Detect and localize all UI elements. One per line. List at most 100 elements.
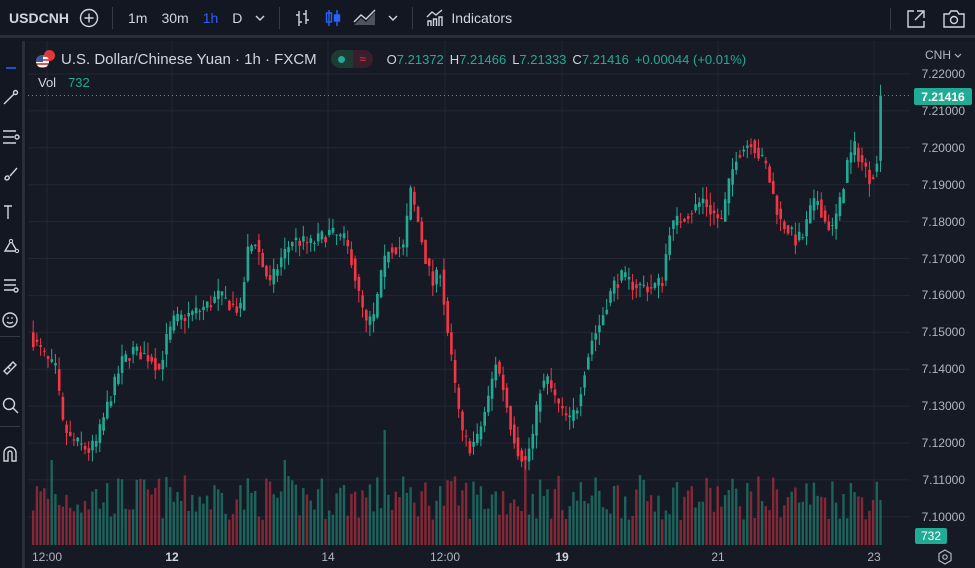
close-label: C bbox=[572, 51, 582, 67]
us-cn-flag-icon bbox=[36, 50, 56, 68]
divider bbox=[0, 336, 20, 337]
chart-type-dropdown[interactable] bbox=[382, 3, 404, 33]
open-external-icon bbox=[907, 10, 925, 28]
divider bbox=[890, 8, 891, 30]
brush-tool[interactable] bbox=[0, 163, 22, 185]
crosshair-icon bbox=[6, 67, 16, 69]
pattern-icon bbox=[3, 238, 20, 254]
price-tick-label: 7.10000 bbox=[921, 509, 965, 524]
plus-circle-icon bbox=[79, 8, 99, 27]
emoji-icon bbox=[2, 312, 18, 328]
trend-line-tool[interactable] bbox=[0, 86, 22, 108]
time-tick-label: 21 bbox=[711, 550, 725, 564]
time-tick-label: 14 bbox=[321, 550, 335, 564]
ohlc-values: O7.21372 H7.21466 L7.21333 C7.21416 +0.0… bbox=[387, 52, 746, 67]
bars-icon bbox=[296, 9, 310, 26]
brush-icon bbox=[4, 167, 18, 181]
area-icon bbox=[353, 9, 376, 25]
timeframe-1m[interactable]: 1m bbox=[128, 9, 148, 26]
fib-retracement-tool[interactable] bbox=[0, 126, 22, 148]
market-status-badge[interactable]: ≈ bbox=[330, 50, 373, 68]
open-label: O bbox=[386, 51, 397, 67]
time-tick-label: 12:00 bbox=[31, 550, 63, 564]
market-open-dot bbox=[338, 55, 346, 63]
divider bbox=[412, 6, 414, 29]
time-tick-label: 12 bbox=[165, 550, 179, 564]
camera-icon bbox=[943, 10, 965, 28]
currency-dropdown[interactable]: CNH bbox=[925, 48, 962, 62]
volume-value: 732 bbox=[68, 75, 90, 90]
time-axis[interactable]: 12:00 12 14 12:00 19 21 23 bbox=[28, 545, 910, 568]
volume-legend: Vol 732 bbox=[38, 75, 90, 90]
price-tick-label: 7.20000 bbox=[921, 140, 965, 155]
price-tick-label: 7.22000 bbox=[921, 67, 965, 81]
chevron-down-icon bbox=[255, 15, 265, 21]
ruler-icon bbox=[3, 361, 17, 375]
chart-legend: U.S. Dollar/Chinese Yuan · 1h · FXCM ≈ O… bbox=[36, 49, 746, 69]
timeframe-30m[interactable]: 30m bbox=[161, 9, 189, 26]
crosshair-tool[interactable] bbox=[0, 53, 22, 75]
emoji-tool[interactable] bbox=[0, 309, 22, 331]
high-label: H bbox=[449, 51, 460, 67]
timeframe-d[interactable]: D bbox=[232, 9, 243, 26]
zoom-icon bbox=[2, 397, 19, 414]
chart-pane[interactable]: U.S. Dollar/Chinese Yuan · 1h · FXCM ≈ O… bbox=[28, 41, 910, 545]
magnet-icon bbox=[3, 446, 17, 462]
pattern-tool[interactable] bbox=[0, 236, 22, 258]
low-label: L bbox=[512, 51, 520, 67]
time-tick-label: 23 bbox=[867, 550, 881, 564]
area-chart-button[interactable] bbox=[348, 3, 382, 33]
timeframe-1h[interactable]: 1h bbox=[202, 9, 219, 26]
price-tick-label: 7.14000 bbox=[921, 362, 965, 377]
low-value: 7.21333 bbox=[519, 51, 567, 67]
symbol-title[interactable]: U.S. Dollar/Chinese Yuan · 1h · FXCM bbox=[61, 50, 317, 68]
axis-corner bbox=[910, 545, 975, 568]
magnet-tool[interactable] bbox=[0, 443, 22, 465]
text-tool[interactable] bbox=[0, 201, 22, 223]
candles-chart-button[interactable] bbox=[318, 3, 348, 33]
trend-line-icon bbox=[3, 89, 19, 105]
current-volume-tag: 732 bbox=[915, 528, 947, 544]
zoom-tool[interactable] bbox=[0, 395, 22, 417]
forecast-tool[interactable] bbox=[0, 274, 22, 296]
time-tick-label: 12:00 bbox=[429, 550, 461, 564]
timeframe-dropdown[interactable] bbox=[249, 3, 271, 33]
screenshot-button[interactable] bbox=[941, 4, 967, 34]
delay-symbol: ≈ bbox=[352, 50, 373, 68]
price-tick-label: 7.17000 bbox=[921, 251, 965, 266]
symbol-search-button[interactable]: USDCNH bbox=[9, 9, 69, 26]
time-tick-label: 19 bbox=[555, 550, 569, 564]
top-toolbar: USDCNH 1m 30m 1h D Indicators bbox=[0, 0, 975, 38]
divider bbox=[112, 6, 113, 29]
bars-chart-button[interactable] bbox=[288, 3, 318, 33]
price-tick-label: 7.11000 bbox=[922, 472, 966, 487]
indicators-label: Indicators bbox=[451, 9, 513, 26]
fib-retracement-icon bbox=[3, 130, 20, 144]
price-axis[interactable]: CNH 7.22000 7.21000 7.20000 7.19000 7.18000 7… bbox=[910, 41, 975, 545]
volume-label: Vol bbox=[38, 75, 57, 90]
price-tick-label: 7.18000 bbox=[921, 214, 965, 229]
current-price-tag: 7.21416 bbox=[914, 88, 972, 105]
toolbar-right bbox=[890, 4, 967, 34]
open-external-button[interactable] bbox=[903, 4, 929, 34]
ruler-tool[interactable] bbox=[0, 356, 22, 378]
price-tick-label: 7.13000 bbox=[921, 399, 965, 414]
price-tick-label: 7.16000 bbox=[921, 288, 965, 303]
divider bbox=[279, 6, 281, 29]
change-value: +0.00044 (+0.01%) bbox=[634, 51, 747, 67]
gear-icon bbox=[938, 549, 952, 565]
candlestick-chart[interactable] bbox=[28, 41, 910, 545]
currency-label: CNH bbox=[925, 48, 951, 62]
high-value: 7.21466 bbox=[459, 51, 507, 67]
add-symbol-button[interactable] bbox=[74, 3, 104, 33]
indicators-button[interactable]: Indicators bbox=[421, 3, 516, 33]
forecast-icon bbox=[4, 279, 19, 293]
drawing-toolbar bbox=[0, 41, 25, 568]
open-value: 7.21372 bbox=[396, 51, 444, 67]
text-icon bbox=[4, 205, 12, 219]
settings-button[interactable] bbox=[937, 549, 953, 568]
candles-icon bbox=[326, 9, 341, 26]
price-tick-label: 7.15000 bbox=[921, 325, 965, 340]
indicators-icon bbox=[426, 8, 444, 26]
close-value: 7.21416 bbox=[581, 51, 629, 67]
